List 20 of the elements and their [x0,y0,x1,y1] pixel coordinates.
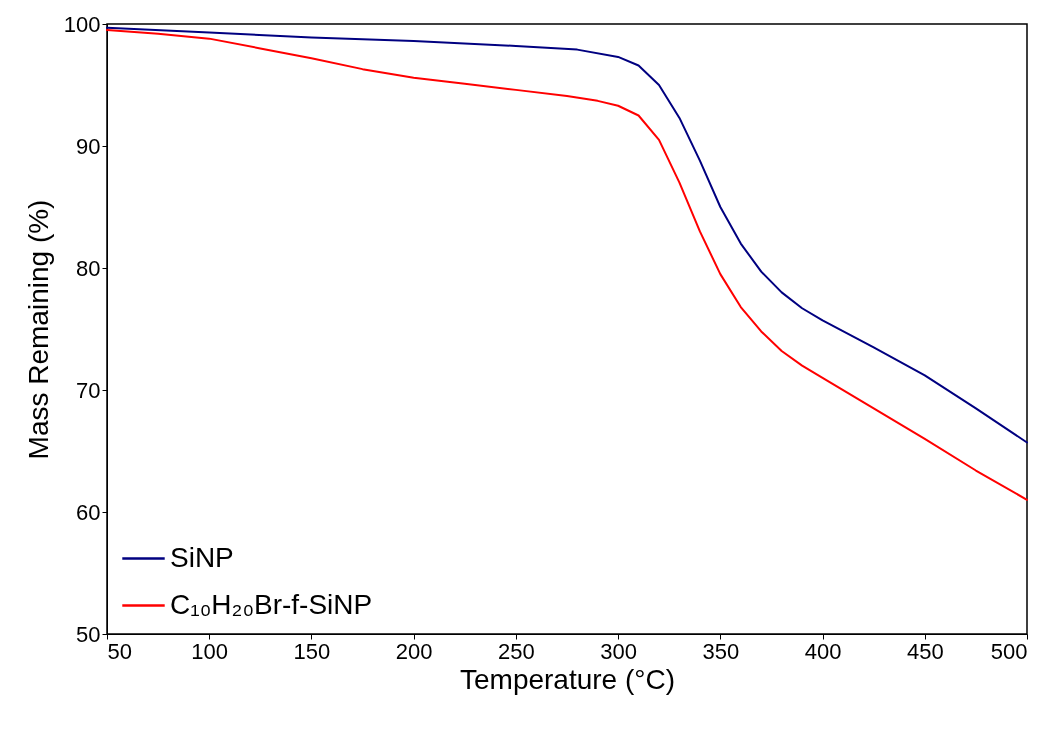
x-tick-label: 350 [702,638,740,664]
x-tick-label: 500 [990,638,1028,664]
y-tick-label: 90 [76,133,101,159]
x-tick-label: 150 [293,638,331,664]
legend-label: SiNP [170,541,234,573]
x-tick-label: 100 [191,638,229,664]
x-tick-label: 200 [395,638,433,664]
y-tick-label: 50 [76,621,101,647]
y-tick-label: 100 [63,11,101,37]
x-tick-label: 300 [600,638,637,664]
x-tick-label: 250 [498,638,535,664]
x-tick-label: 450 [906,638,944,664]
legend-label: C₁₀H₂₀Br-f-SiNP [170,588,373,620]
x-axis-title: Temperature (°C) [459,663,676,695]
y-tick-label: 80 [76,255,101,281]
y-axis-title: Mass Remaining (%) [22,199,54,460]
y-tick-label: 70 [76,377,101,403]
x-tick-label: 50 [107,638,132,664]
x-tick-label: 400 [804,638,842,664]
y-tick-label: 60 [76,499,101,525]
